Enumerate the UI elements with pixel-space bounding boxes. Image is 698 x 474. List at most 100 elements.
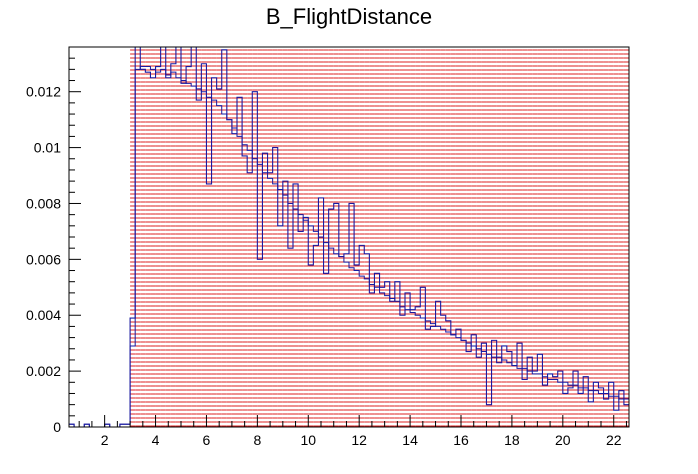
histogram-outlines <box>69 46 629 428</box>
y-tick-label: 0.008 <box>26 195 61 211</box>
hist-bar <box>308 47 314 427</box>
hist-bar <box>445 47 451 427</box>
x-tick-label: 16 <box>453 432 469 448</box>
y-tick-label: 0.006 <box>26 251 61 267</box>
y-tick-label: 0.004 <box>26 307 61 323</box>
hist-bar <box>298 47 304 427</box>
hist-bar <box>293 47 299 427</box>
hist-bar <box>160 47 166 427</box>
hist-bar <box>135 47 141 427</box>
hist-bar <box>272 47 278 427</box>
hist-bar <box>379 47 385 427</box>
hist-bar <box>399 47 405 427</box>
hist-bar <box>231 47 237 427</box>
y-tick-label: 0.012 <box>26 84 61 100</box>
outline-series-2 <box>69 46 629 428</box>
hist-bar <box>613 47 619 427</box>
hist-bar <box>323 47 329 427</box>
hist-bar <box>186 47 192 427</box>
hist-bar <box>150 47 156 427</box>
hist-bar <box>506 47 512 427</box>
hist-bar <box>471 47 477 427</box>
hist-bar <box>440 47 446 427</box>
x-tick-label: 14 <box>402 432 418 448</box>
hist-bar <box>303 47 309 427</box>
hist-bar <box>262 47 268 427</box>
hist-bar <box>496 47 502 427</box>
hist-bar <box>491 47 497 427</box>
hist-bar <box>354 47 360 427</box>
hist-bar <box>221 47 227 427</box>
hist-bar <box>511 47 517 427</box>
hist-bar <box>405 47 411 427</box>
hist-bar <box>415 47 421 427</box>
hist-bar <box>389 47 395 427</box>
hist-bar <box>206 47 212 427</box>
hist-bar <box>547 47 553 427</box>
hist-bar <box>410 47 416 427</box>
hist-bar <box>542 47 548 427</box>
hist-bar <box>461 47 467 427</box>
y-tick-label: 0.01 <box>34 140 61 156</box>
hist-bar <box>165 47 171 427</box>
hist-bar <box>216 47 222 427</box>
hist-bar <box>455 47 461 427</box>
x-tick-label: 22 <box>606 432 622 448</box>
hist-bar <box>552 47 558 427</box>
axes: 2 4 6 8 10 12 14 16 18 20 22 0 0.002 0.004 0.006 0.008 0… <box>26 46 630 448</box>
hist-bar <box>201 47 207 427</box>
chart-title: B_FlightDistance <box>266 4 432 29</box>
hist-bar <box>287 47 293 427</box>
hist-bar <box>481 47 487 427</box>
hist-bar <box>155 47 161 427</box>
hist-bar <box>130 47 136 427</box>
hist-bar <box>170 47 176 427</box>
hist-bar <box>517 47 523 427</box>
hist-bar <box>343 47 349 427</box>
hist-bar <box>349 47 355 427</box>
hist-bar <box>486 47 492 427</box>
hist-bar <box>430 47 436 427</box>
hist-bar <box>578 47 584 427</box>
hist-bar <box>257 47 263 427</box>
y-tick-label: 0.002 <box>26 363 61 379</box>
histogram-bars <box>130 47 629 427</box>
hist-bar <box>333 47 339 427</box>
hist-bar <box>588 47 594 427</box>
x-tick-label: 10 <box>300 432 316 448</box>
hist-bar <box>450 47 456 427</box>
hist-bar <box>374 47 380 427</box>
hist-bar <box>226 47 232 427</box>
hist-bar <box>140 47 146 427</box>
hist-bar <box>618 47 624 427</box>
hist-bar <box>196 47 202 427</box>
hist-bar <box>532 47 538 427</box>
hist-bar <box>425 47 431 427</box>
hist-bar <box>282 47 288 427</box>
hist-bar <box>364 47 370 427</box>
x-tick-label: 18 <box>504 432 520 448</box>
hist-bar <box>466 47 472 427</box>
hist-bar <box>593 47 599 427</box>
hist-bar <box>557 47 563 427</box>
x-tick-label: 8 <box>253 432 261 448</box>
hist-bar <box>562 47 568 427</box>
hist-bar <box>567 47 573 427</box>
hist-bar <box>435 47 441 427</box>
hist-bar <box>211 47 217 427</box>
hist-bar <box>501 47 507 427</box>
hist-bar <box>369 47 375 427</box>
hist-bar <box>242 47 248 427</box>
hist-bar <box>476 47 482 427</box>
hist-bar <box>603 47 609 427</box>
hist-bar <box>175 47 181 427</box>
hist-bar <box>277 47 283 427</box>
hist-bar <box>145 47 151 427</box>
hist-bar <box>522 47 528 427</box>
hist-bar <box>237 47 243 427</box>
hist-bar <box>191 47 197 427</box>
hist-bar <box>267 47 273 427</box>
hist-bar <box>394 47 400 427</box>
x-tick-label: 6 <box>203 432 211 448</box>
